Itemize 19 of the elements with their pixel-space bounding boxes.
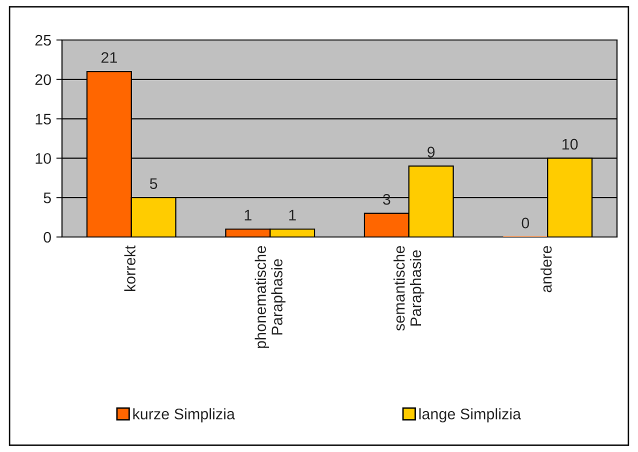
y-tick-label: 10 (36, 153, 51, 164)
x-tick-label: andere (540, 246, 552, 292)
x-tick-label: phonematische Paraphasie (254, 246, 286, 348)
data-label: 5 (150, 178, 158, 190)
data-label: 1 (289, 210, 296, 220)
legend-label: kurze Simplizia (133, 408, 235, 422)
x-tick-label: semantische Paraphasie (394, 246, 424, 331)
x-tick-label: korrekt (124, 245, 136, 291)
legend-label: lange Simplizia (419, 408, 522, 422)
y-tick-label: 15 (36, 114, 51, 124)
y-tick-label: 20 (35, 74, 51, 86)
data-label: 9 (428, 146, 435, 158)
data-label: 21 (101, 52, 117, 63)
y-tick-label: 5 (44, 192, 51, 204)
y-tick-label: 25 (35, 34, 51, 46)
data-label: 1 (244, 210, 252, 220)
data-label: 10 (562, 138, 578, 150)
data-label: 0 (522, 218, 530, 228)
y-tick-label: 0 (44, 232, 51, 243)
